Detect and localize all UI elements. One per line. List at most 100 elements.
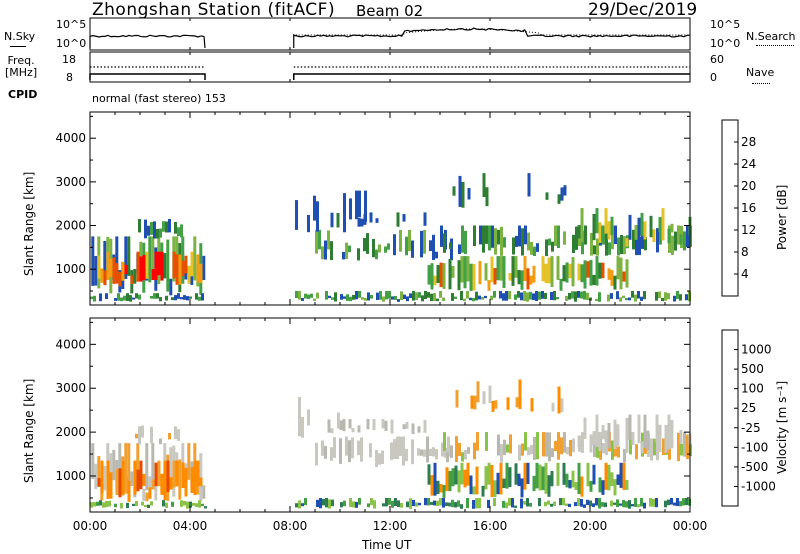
- nsky-series: [89, 27, 690, 49]
- heatmap-cell: [133, 269, 137, 284]
- heatmap-cell: [325, 291, 328, 300]
- heatmap-cell: [535, 291, 538, 301]
- heatmap-cell: [503, 237, 506, 248]
- heatmap-cell: [457, 260, 461, 291]
- heatmap-cell: [136, 469, 140, 492]
- heatmap-cell: [580, 264, 584, 283]
- heatmap-cell: [432, 447, 435, 457]
- heatmap-cell: [556, 256, 560, 280]
- heatmap-cell: [427, 265, 431, 285]
- heatmap-cell: [174, 222, 177, 234]
- heatmap-cell: [499, 462, 503, 495]
- heatmap-cell: [367, 503, 370, 508]
- heatmap-cell: [408, 229, 411, 252]
- heatmap-cell: [174, 426, 177, 439]
- heatmap-cell: [578, 232, 581, 247]
- heatmap-cell: [307, 214, 310, 233]
- velocity-colorbar-label: Velocity [m s⁻¹]: [775, 380, 789, 474]
- heatmap-cell: [638, 237, 641, 256]
- heatmap-cell: [177, 293, 180, 299]
- heatmap-cell: [127, 236, 131, 276]
- heatmap-cell: [99, 293, 102, 302]
- heatmap-cell: [415, 292, 418, 301]
- heatmap-cell: [190, 251, 194, 277]
- heatmap-cell: [307, 294, 310, 300]
- heatmap-cell: [541, 291, 544, 299]
- heatmap-cell: [360, 437, 363, 462]
- heatmap-cell: [511, 256, 515, 286]
- heatmap-cell: [394, 498, 397, 506]
- heatmap-cell: [610, 270, 614, 286]
- heatmap-cell: [411, 423, 415, 434]
- heatmap-cell: [659, 225, 662, 245]
- heatmap-cell: [351, 428, 355, 433]
- heatmap-cell: [523, 501, 526, 505]
- heatmap-cell: [571, 291, 574, 299]
- heatmap-cell: [458, 443, 461, 456]
- heatmap-cell: [357, 425, 361, 433]
- heatmap-cell: [424, 291, 427, 299]
- heatmap-cell: [337, 412, 340, 429]
- heatmap-cell: [412, 499, 415, 507]
- heatmap-cell: [469, 263, 473, 291]
- heatmap-cell: [298, 291, 301, 300]
- heatmap-cell: [544, 263, 548, 284]
- heatmap-cell: [565, 503, 568, 507]
- heatmap-cell: [445, 467, 449, 492]
- heatmap-cell: [154, 251, 158, 280]
- heatmap-cell: [126, 502, 129, 508]
- heatmap-cell: [598, 262, 602, 279]
- heatmap-cell: [487, 462, 491, 485]
- heatmap-cell: [517, 270, 521, 285]
- heatmap-cell: [686, 225, 689, 248]
- heatmap-cell: [583, 504, 586, 508]
- heatmap-cell: [562, 265, 566, 282]
- heatmap-cell: [548, 238, 551, 246]
- heatmap-cell: [641, 232, 644, 249]
- heatmap-cell: [668, 440, 671, 460]
- heatmap-cell: [503, 439, 506, 456]
- heatmap-cell: [595, 256, 599, 286]
- heatmap-cell: [595, 498, 598, 506]
- heatmap-cell: [406, 501, 409, 508]
- heatmap-cell: [625, 417, 629, 453]
- heatmap-cell: [493, 291, 496, 298]
- heatmap-cell: [112, 257, 116, 284]
- heatmap-cell: [526, 462, 530, 484]
- heatmap-cell: [195, 293, 198, 300]
- heatmap-cell: [625, 479, 629, 490]
- heatmap-cell: [316, 499, 319, 507]
- heatmap-cell: [349, 498, 352, 507]
- heatmap-cell: [625, 298, 628, 301]
- heatmap-cell: [482, 173, 486, 197]
- heatmap-cell: [154, 462, 158, 487]
- heatmap-cell: [509, 434, 512, 454]
- heatmap-cell: [463, 298, 466, 302]
- cpid-text: normal (fast stereo) 153: [92, 92, 226, 105]
- heatmap-cell: [336, 213, 340, 228]
- heatmap-cell: [169, 447, 173, 486]
- heatmap-cell: [397, 500, 400, 508]
- heatmap-cell: [142, 488, 146, 501]
- heatmap-cell: [499, 256, 503, 281]
- heatmap-cell: [147, 225, 150, 236]
- heatmap-cell: [542, 432, 545, 457]
- heatmap-cell: [586, 499, 589, 505]
- heatmap-cell: [524, 432, 527, 451]
- heatmap-cell: [450, 445, 453, 459]
- heatmap-cell: [512, 237, 515, 255]
- nsky-label: N.Sky: [4, 30, 36, 43]
- heatmap-cell: [604, 462, 608, 490]
- heatmap-cell: [423, 420, 427, 433]
- heatmap-cell: [616, 499, 619, 507]
- heatmap-cell: [581, 432, 584, 453]
- heatmap-cell: [523, 291, 526, 301]
- heatmap-cell: [533, 437, 536, 460]
- cpid-label: CPID: [8, 88, 38, 101]
- heatmap-cell: [415, 502, 418, 507]
- heatmap-cell: [324, 446, 327, 459]
- heatmap-cell: [435, 449, 438, 460]
- heatmap-cell: [168, 219, 171, 233]
- heatmap-cell: [563, 185, 567, 196]
- heatmap-cell: [470, 395, 474, 409]
